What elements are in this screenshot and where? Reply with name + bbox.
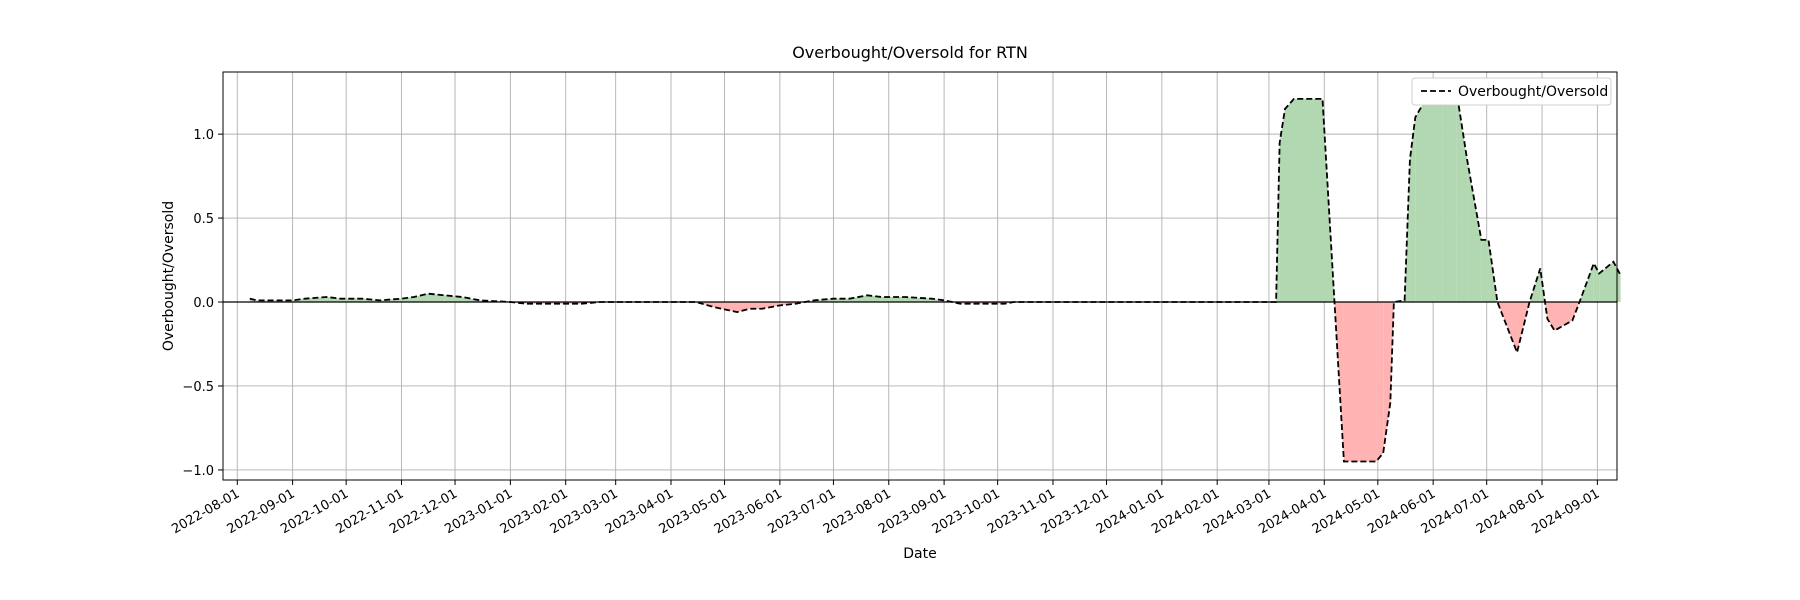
fill-positive: [1599, 261, 1614, 303]
fill-negative: [1376, 302, 1384, 462]
fill-positive: [413, 293, 429, 303]
legend-entry: Overbought/Oversold: [1458, 84, 1608, 100]
fill-positive: [1293, 98, 1323, 303]
fill-positive: [1285, 98, 1294, 303]
fill-positive: [305, 296, 327, 303]
y-tick-label: −1.0: [182, 464, 214, 479]
y-tick-label: 0.5: [193, 212, 214, 227]
fill-positive: [1279, 108, 1286, 303]
fill-negative: [1334, 302, 1344, 462]
fill-positive: [1467, 159, 1482, 303]
y-tick-label: −0.5: [182, 380, 214, 395]
fill-positive: [1322, 98, 1335, 303]
fill-negative: [1343, 302, 1377, 462]
y-axis-label: Overbought/Oversold: [161, 201, 177, 351]
fill-positive: [1415, 98, 1427, 303]
fill-positive: [1593, 263, 1600, 303]
fill-positive: [326, 296, 341, 303]
fill-positive: [1481, 239, 1489, 303]
fill-positive: [1442, 90, 1457, 303]
y-tick-label: 1.0: [193, 128, 214, 143]
grid: [223, 72, 1617, 480]
fill-positive: [401, 296, 414, 303]
legend: Overbought/Oversold: [1411, 77, 1612, 106]
fill-positive: [1434, 93, 1443, 303]
fill-positive: [881, 296, 905, 303]
y-axis: −1.0 −0.5 0.0 0.5 1.0: [182, 128, 223, 479]
fill-negative: [762, 302, 780, 309]
plot-frame: [222, 71, 1618, 481]
fill-positive: [1426, 97, 1435, 303]
y-tick-label: 0.0: [193, 296, 214, 311]
fill-positive: [1409, 117, 1416, 303]
fill-negative: [749, 302, 763, 309]
legend-box: [1411, 77, 1612, 106]
fill-positive: [340, 298, 363, 303]
fill-negative: [1547, 302, 1555, 331]
fill-positive: [1404, 159, 1410, 303]
fill-negative: [1572, 302, 1580, 321]
chart-title: Overbought/Oversold for RTN: [792, 43, 1028, 62]
fill-negative: [713, 302, 738, 313]
series-line: [249, 89, 1622, 463]
x-axis-label: Date: [903, 546, 936, 562]
fill-negative: [1554, 302, 1573, 331]
